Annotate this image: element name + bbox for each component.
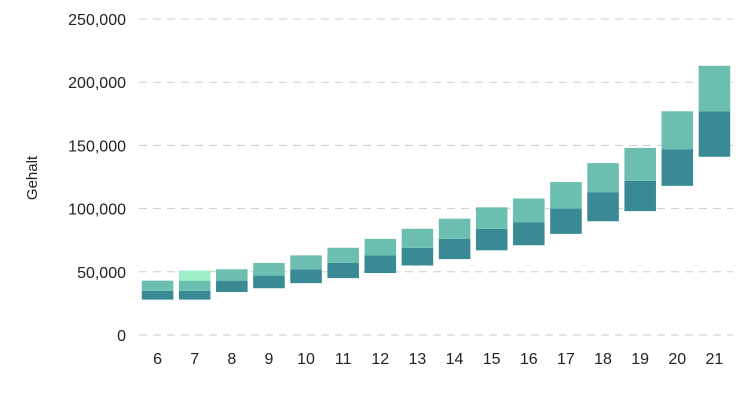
y-axis-tick-labels: 0 50,000 100,000 150,000 200,000 250,000 (68, 12, 126, 345)
bar-upper-segment (141, 280, 174, 291)
bar-upper-segment (401, 228, 434, 248)
x-tick-label: 9 (264, 351, 273, 368)
bar-upper-segment (550, 182, 582, 209)
x-tick-label: 19 (631, 351, 649, 368)
bar-upper-segment (624, 147, 656, 181)
x-tick-label: 12 (371, 351, 389, 368)
y-tick-label: 100,000 (68, 202, 126, 219)
bar-upper-segment (587, 163, 619, 193)
bar-lower-segment (141, 290, 174, 300)
x-tick-label: 8 (227, 351, 236, 368)
bar-upper-segment (513, 198, 545, 223)
bar-lower-segment (661, 149, 694, 186)
bar-lower-segment (698, 111, 731, 157)
bar-upper-segment (327, 247, 359, 263)
bar-upper-segment (661, 111, 694, 150)
bar-upper-segment (216, 269, 248, 281)
bar-lower-segment (364, 255, 397, 274)
bar-lower-segment (178, 290, 211, 300)
bar-lower-segment (587, 192, 619, 222)
y-axis-label: Gehalt (24, 155, 41, 200)
bar-lower-segment (327, 262, 359, 279)
bar-lower-segment (253, 275, 285, 289)
y-tick-label: 150,000 (68, 138, 126, 155)
bar-upper-segment (475, 207, 508, 229)
x-tick-label: 11 (335, 351, 352, 368)
bar-upper-segment (290, 255, 322, 270)
x-tick-label: 15 (483, 351, 501, 368)
bar-lower-segment (513, 222, 545, 246)
x-tick-label: 7 (190, 351, 199, 368)
bar-highlight-segment (178, 270, 211, 281)
bar-lower-segment (401, 247, 434, 266)
x-tick-label: 18 (594, 351, 612, 368)
x-tick-label: 10 (297, 351, 315, 368)
bar-upper-segment (698, 65, 731, 112)
x-tick-label: 13 (409, 351, 427, 368)
bar-lower-segment (438, 238, 471, 260)
bar-lower-segment (290, 269, 322, 284)
x-tick-label: 17 (557, 351, 575, 368)
y-tick-label: 0 (117, 328, 126, 345)
x-tick-label: 20 (668, 351, 686, 368)
bar-lower-segment (550, 208, 582, 234)
x-axis-tick-labels: 6 7 8 9 10 11 12 13 14 15 16 17 18 19 20 21 (153, 351, 723, 368)
x-tick-label: 21 (706, 351, 724, 368)
bar-lower-segment (216, 280, 248, 293)
bars (141, 65, 731, 300)
y-tick-label: 200,000 (68, 75, 126, 92)
x-tick-label: 6 (153, 351, 162, 368)
y-tick-label: 50,000 (77, 265, 126, 282)
bar-upper-segment (364, 238, 397, 256)
bar-upper-segment (253, 262, 285, 276)
bar-lower-segment (475, 228, 508, 251)
bar-upper-segment (178, 280, 211, 291)
bar-lower-segment (624, 180, 656, 212)
x-tick-label: 16 (520, 351, 538, 368)
bar-upper-segment (438, 218, 471, 239)
y-tick-label: 250,000 (68, 12, 126, 29)
x-tick-label: 14 (446, 351, 464, 368)
